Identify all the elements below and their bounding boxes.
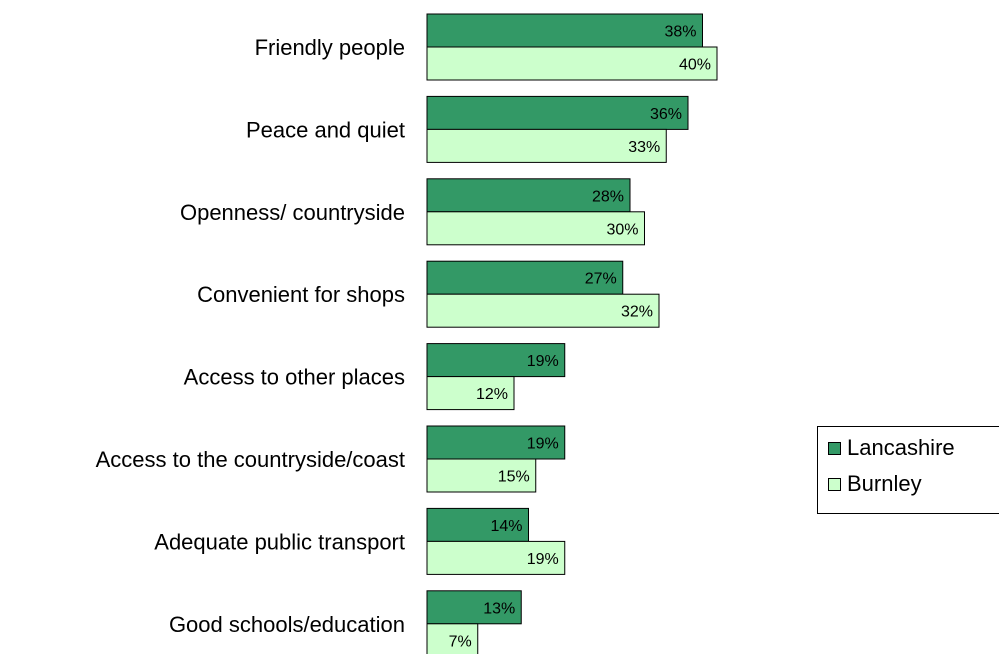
data-label-lancashire-good-schools-education: 13%	[483, 600, 515, 617]
category-labels: Friendly people Peace and quiet Openness/ …	[96, 35, 405, 637]
data-label-burnley-good-schools-education: 7%	[449, 633, 472, 650]
legend-label-burnley: Burnley	[847, 471, 922, 496]
category-label-peace-and-quiet: Peace and quiet	[246, 117, 405, 142]
bar-burnley-access-to-other-places	[426, 376, 515, 411]
bar-burnley-adequate-public-transport	[426, 540, 566, 575]
legend-swatch-burnley	[828, 477, 841, 491]
data-label-burnley-peace-and-quiet: 33%	[628, 139, 660, 156]
bar-burnley-peace-and-quiet	[426, 128, 667, 163]
bar-burnley-friendly-people	[426, 46, 718, 81]
data-label-burnley-friendly-people: 40%	[679, 57, 711, 74]
category-label-good-schools-education: Good schools/education	[169, 612, 405, 637]
legend-item-lancashire: Lancashire	[828, 435, 955, 461]
data-label-burnley-openness-countryside: 30%	[606, 221, 638, 238]
data-label-burnley-adequate-public-transport: 19%	[527, 551, 559, 568]
bar-lancashire-peace-and-quiet	[426, 95, 689, 130]
category-label-openness-countryside: Openness/ countryside	[180, 200, 405, 225]
bar-burnley-openness-countryside	[426, 211, 645, 246]
bar-lancashire-friendly-people	[426, 13, 703, 48]
category-label-access-to-the-countryside-coast: Access to the countryside/coast	[96, 447, 405, 472]
legend-label-lancashire: Lancashire	[847, 435, 955, 460]
category-label-friendly-people: Friendly people	[255, 35, 405, 60]
data-label-lancashire-friendly-people: 38%	[664, 24, 696, 41]
legend-swatch-lancashire	[828, 441, 841, 455]
data-labels: 38% 40% 36% 33% 28% 30% 27%32% 19% 12% 19% 15% 14% 1…	[449, 24, 711, 651]
category-label-adequate-public-transport: Adequate public transport	[154, 529, 405, 554]
data-label-lancashire-openness-countryside: 28%	[592, 188, 624, 205]
bar-lancashire-access-to-the-countryside-coast	[426, 425, 566, 460]
bars	[426, 13, 718, 654]
legend-item-burnley: Burnley	[828, 471, 922, 497]
data-label-lancashire-peace-and-quiet: 36%	[650, 106, 682, 123]
category-label-access-to-other-places: Access to other places	[184, 365, 405, 390]
data-label-lancashire-access-to-the-countryside-coast: 19%	[527, 436, 559, 453]
bar-burnley-good-schools-education	[426, 623, 479, 654]
legend: Lancashire Burnley	[817, 426, 999, 514]
bar-burnley-access-to-the-countryside-coast	[426, 458, 537, 493]
data-label-lancashire-adequate-public-transport: 14%	[490, 518, 522, 535]
data-label-burnley-access-to-the-countryside-coast: 15%	[498, 469, 530, 486]
data-label-burnley-convenient-for-shops: 32%	[621, 304, 653, 321]
data-label-lancashire-convenient-for-shops: 27%	[585, 271, 617, 288]
bar-burnley-convenient-for-shops	[426, 293, 660, 328]
data-label-burnley-access-to-other-places: 12%	[476, 386, 508, 403]
data-label-lancashire-access-to-other-places: 19%	[527, 353, 559, 370]
category-label-convenient-for-shops: Convenient for shops	[197, 282, 405, 307]
